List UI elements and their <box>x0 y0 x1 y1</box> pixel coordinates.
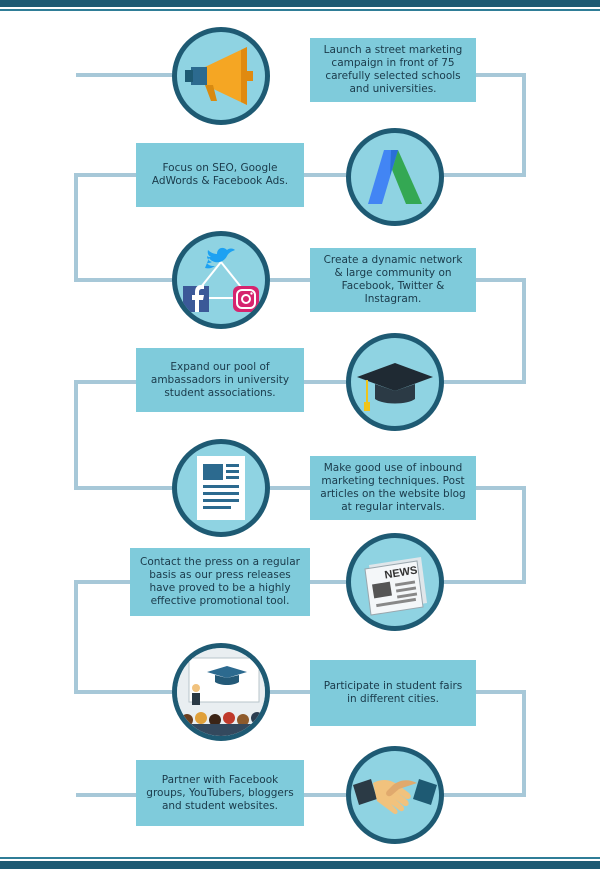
megaphone-icon <box>185 47 253 105</box>
megaphone-icon-circle <box>172 27 270 125</box>
step-2-box: Focus on SEO, Google AdWords & Facebook … <box>136 143 304 207</box>
student-fair-icon-circle <box>172 643 270 741</box>
bottom-border <box>0 861 600 869</box>
step-8-text: Partner with Facebook groups, YouTubers,… <box>146 773 294 812</box>
step-7-text: Participate in student fairs in differen… <box>323 680 463 705</box>
step-4-box: Expand our pool of ambassadors in univer… <box>136 348 304 412</box>
social-media-icon-circle <box>172 231 270 329</box>
google-adwords-icon <box>368 150 422 204</box>
top-border-line <box>0 9 600 11</box>
graduation-cap-icon <box>357 363 433 411</box>
step-3-text: Create a dynamic network & large communi… <box>323 254 463 305</box>
step-1-box: Launch a street marketing campaign in fr… <box>310 38 476 102</box>
blog-article-icon-circle <box>172 439 270 537</box>
step-3-box: Create a dynamic network & large communi… <box>310 248 476 312</box>
news-headline: NEWS <box>384 565 418 582</box>
top-border <box>0 0 600 7</box>
step-5-box: Make good use of inbound marketing techn… <box>310 456 476 520</box>
newspaper-icon: NEWS <box>364 557 427 616</box>
step-1-text: Launch a street marketing campaign in fr… <box>323 44 463 95</box>
handshake-icon <box>353 779 437 814</box>
blog-article-icon <box>197 456 245 520</box>
newspaper-icon-circle: NEWS <box>346 533 444 631</box>
step-6-text: Contact the press on a regular basis as … <box>140 556 300 607</box>
step-6-box: Contact the press on a regular basis as … <box>130 548 310 616</box>
handshake-icon-circle <box>346 746 444 844</box>
google-adwords-icon-circle <box>346 128 444 226</box>
bottom-border-line <box>0 857 600 859</box>
student-fair-icon <box>177 648 265 736</box>
step-2-text: Focus on SEO, Google AdWords & Facebook … <box>151 162 289 187</box>
step-7-box: Participate in student fairs in differen… <box>310 660 476 726</box>
social-media-icon <box>183 247 259 312</box>
step-4-text: Expand our pool of ambassadors in univer… <box>150 360 290 399</box>
step-5-text: Make good use of inbound marketing techn… <box>320 462 466 513</box>
step-8-box: Partner with Facebook groups, YouTubers,… <box>136 760 304 826</box>
graduation-cap-icon-circle <box>346 333 444 431</box>
